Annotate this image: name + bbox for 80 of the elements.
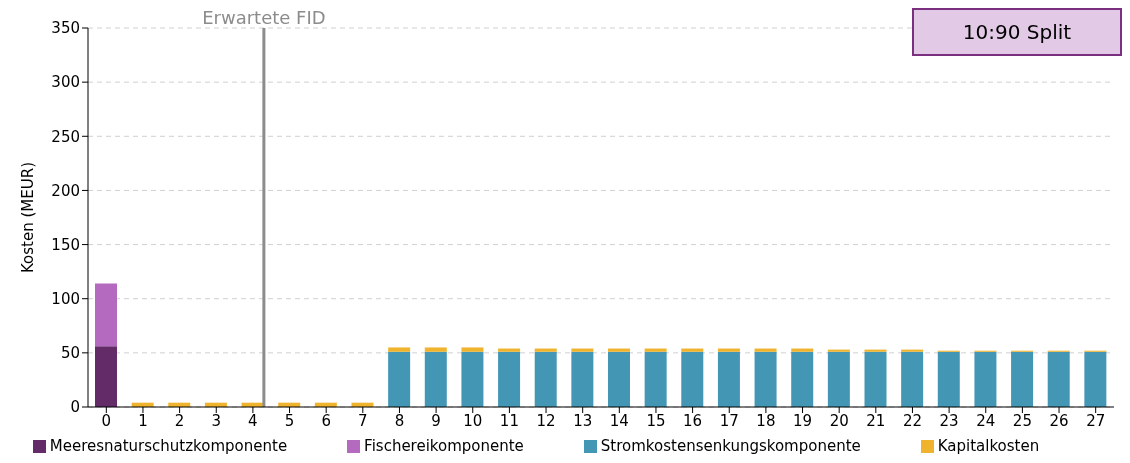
x-tick-label: 4 (248, 411, 258, 430)
legend-label: Kapitalkosten (937, 437, 1040, 455)
x-tick-label: 18 (756, 411, 776, 430)
bar (864, 349, 887, 352)
y-tick-label: 150 (51, 235, 80, 254)
legend-label: Meeresnaturschutzkomponente (49, 437, 288, 455)
bar (571, 348, 594, 352)
bar (498, 348, 521, 352)
bar (571, 351, 594, 407)
bar (1084, 351, 1107, 407)
bar (754, 348, 777, 352)
x-tick-label: 12 (536, 411, 556, 430)
bar (498, 351, 521, 407)
ref-line-label: Erwartete FID (202, 7, 326, 28)
text-box: 10:90 Split (912, 8, 1122, 56)
bar (717, 348, 740, 352)
x-tick-label: 16 (683, 411, 703, 430)
x-tick-label: 11 (499, 411, 519, 430)
x-tick-label: 6 (321, 411, 331, 430)
x-tick-label: 19 (792, 411, 813, 430)
bar (864, 351, 887, 407)
bar (461, 351, 484, 407)
bar (388, 347, 411, 352)
legend-label: Stromkostensenkungskomponente (600, 437, 861, 455)
bar (901, 349, 924, 352)
y-tick-label: 0 (70, 398, 80, 417)
x-tick-label: 10 (463, 411, 483, 430)
x-tick-label: 14 (609, 411, 629, 430)
x-tick-label: 8 (394, 411, 405, 430)
legend-label: Fischereikomponente (364, 437, 524, 455)
bar (461, 347, 484, 352)
y-tick-label: 50 (60, 344, 80, 363)
bar (644, 348, 667, 352)
x-tick-label: 0 (101, 411, 112, 430)
bar (95, 346, 117, 407)
bar (1011, 351, 1034, 407)
bar (681, 348, 704, 352)
x-tick-label: 5 (284, 411, 295, 430)
bar (827, 349, 850, 352)
bar (754, 351, 777, 407)
x-tick-label: 21 (866, 411, 886, 430)
bar (608, 351, 630, 407)
x-tick-label: 26 (1049, 411, 1069, 430)
x-tick-label: 20 (829, 411, 849, 430)
x-tick-label: 9 (431, 411, 441, 430)
x-tick-label: 15 (646, 411, 666, 430)
x-tick-label: 1 (138, 411, 148, 430)
x-tick-label: 13 (573, 411, 593, 430)
x-tick-label: 22 (902, 411, 923, 430)
bar (827, 351, 850, 407)
bar (424, 347, 447, 352)
bar (95, 283, 117, 347)
bar (901, 351, 924, 407)
bar (791, 351, 814, 407)
y-tick-label: 250 (51, 127, 80, 146)
bar (608, 348, 630, 352)
bar (534, 348, 557, 352)
bar (424, 351, 447, 407)
x-tick-label: 25 (1012, 411, 1032, 430)
bar (681, 351, 704, 407)
y-tick-label: 350 (51, 19, 80, 38)
x-tick-label: 7 (358, 411, 368, 430)
x-tick-label: 3 (211, 411, 222, 430)
bar (644, 351, 667, 407)
bar (791, 348, 814, 352)
y-axis-title: Kosten (MEUR) (19, 162, 38, 273)
x-tick-label: 23 (939, 411, 959, 430)
y-tick-label: 200 (51, 181, 80, 200)
bar (388, 351, 411, 407)
bar (937, 351, 960, 407)
x-tick-label: 27 (1086, 411, 1106, 430)
y-tick-label: 100 (51, 290, 80, 309)
x-tick-label: 24 (976, 411, 996, 430)
x-tick-label: 2 (174, 411, 185, 430)
x-tick-label: 17 (719, 411, 739, 430)
bar (1047, 351, 1070, 407)
bar (717, 351, 740, 407)
bar (534, 351, 557, 407)
bar (974, 351, 997, 407)
y-tick-label: 300 (51, 73, 80, 92)
